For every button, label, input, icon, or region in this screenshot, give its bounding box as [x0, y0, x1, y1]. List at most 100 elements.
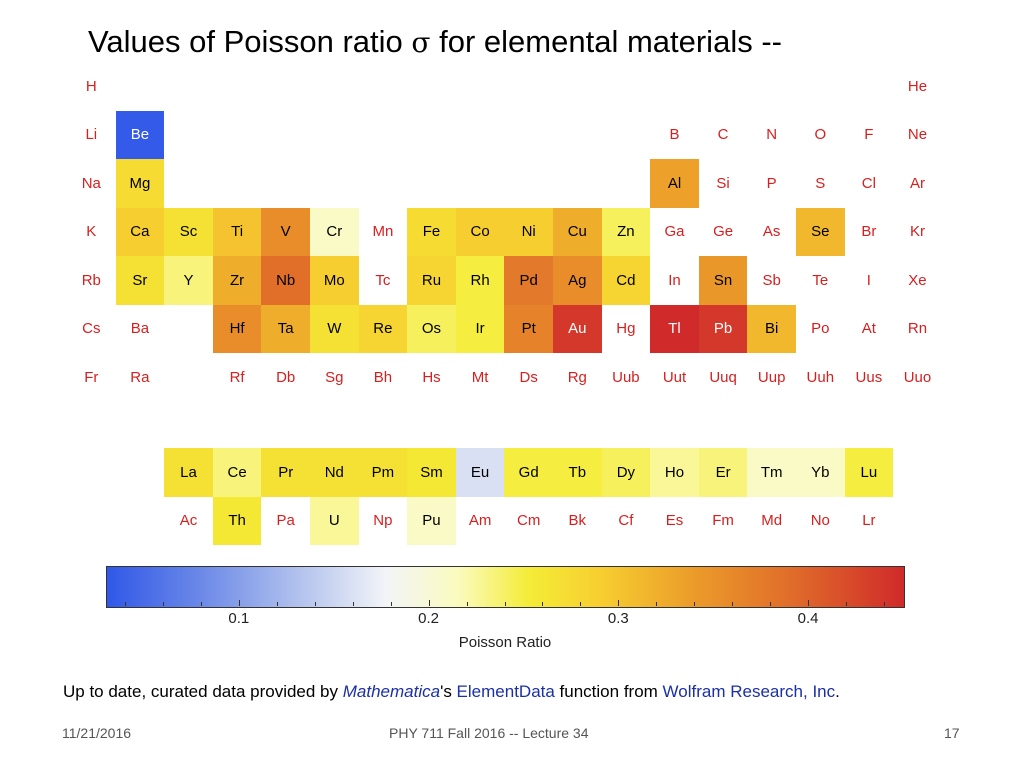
- element-cell-ra: Ra: [130, 368, 150, 386]
- colorbar-minor-tick: [200, 602, 202, 606]
- element-cell-eu: Eu: [455, 448, 505, 497]
- wolfram-link[interactable]: Wolfram Research, Inc: [662, 682, 836, 701]
- element-cell-y: Y: [164, 256, 213, 305]
- colorbar-minor-tick: [390, 602, 392, 606]
- footer-course: PHY 711 Fall 2016 -- Lecture 34: [389, 725, 589, 741]
- element-cell-ag: Ag: [553, 256, 602, 305]
- element-cell-ti: Ti: [212, 207, 262, 256]
- element-cell-bh: Bh: [373, 368, 393, 386]
- element-cell-ga: Ga: [664, 223, 685, 241]
- element-cell-uuq: Uuq: [709, 368, 737, 386]
- element-cell-cr: Cr: [310, 207, 359, 256]
- element-cell-th: Th: [212, 496, 262, 545]
- element-cell-fe: Fe: [407, 207, 456, 256]
- element-cell-hf: Hf: [212, 304, 262, 353]
- element-cell-pd: Pd: [504, 256, 553, 305]
- title-prefix: Values of Poisson ratio: [88, 24, 412, 59]
- element-cell-i: I: [866, 271, 871, 289]
- element-cell-sc: Sc: [164, 207, 213, 256]
- element-cell-sr: Sr: [115, 256, 165, 305]
- element-cell-pr: Pr: [261, 448, 310, 497]
- title-suffix: for elemental materials --: [430, 24, 782, 59]
- element-cell-hg: Hg: [616, 320, 636, 338]
- element-cell-ac: Ac: [179, 512, 198, 530]
- colorbar-minor-tick: [124, 602, 126, 606]
- element-cell-lu: Lu: [844, 448, 894, 497]
- colorbar-tick-label: 0.4: [797, 610, 819, 627]
- colorbar: [106, 566, 905, 608]
- colorbar-minor-tick: [542, 602, 544, 606]
- element-cell-c: C: [717, 126, 729, 144]
- element-cell-uuh: Uuh: [806, 368, 835, 386]
- credit-text: Up to date, curated data provided by: [63, 682, 343, 701]
- element-cell-tm: Tm: [747, 448, 796, 497]
- element-cell-zr: Zr: [212, 256, 262, 305]
- colorbar-minor-tick: [466, 602, 468, 606]
- colorbar-minor-tick: [694, 602, 696, 606]
- colorbar-minor-tick: [314, 602, 316, 606]
- credit-text: 's: [440, 682, 457, 701]
- footer-page-number: 17: [944, 725, 960, 741]
- mathematica-link[interactable]: Mathematica: [342, 682, 441, 701]
- element-cell-mo: Mo: [310, 256, 359, 305]
- element-cell-uut: Uut: [662, 368, 687, 386]
- credit-text: .: [835, 682, 840, 701]
- element-cell-ar: Ar: [909, 174, 925, 192]
- element-cell-ba: Ba: [130, 320, 150, 338]
- element-cell-ce: Ce: [212, 448, 262, 497]
- element-cell-k: K: [86, 223, 97, 241]
- element-cell-dy: Dy: [601, 448, 651, 497]
- element-cell-s: S: [815, 174, 826, 192]
- element-cell-au: Au: [553, 304, 602, 353]
- element-cell-uub: Uub: [612, 368, 640, 386]
- element-cell-rn: Rn: [907, 320, 928, 338]
- element-cell-ni: Ni: [504, 207, 553, 256]
- elementdata-link[interactable]: ElementData: [456, 682, 555, 701]
- element-cell-uup: Uup: [757, 368, 786, 386]
- element-cell-sn: Sn: [698, 256, 748, 305]
- element-cell-he: He: [907, 77, 928, 95]
- colorbar-minor-tick: [732, 602, 734, 606]
- element-cell-pb: Pb: [698, 304, 748, 353]
- element-cell-be: Be: [115, 110, 165, 159]
- element-cell-h: H: [85, 77, 97, 95]
- element-cell-os: Os: [407, 304, 456, 353]
- element-cell-fr: Fr: [84, 368, 99, 386]
- element-cell-o: O: [814, 126, 827, 144]
- element-cell-ge: Ge: [713, 223, 734, 241]
- element-cell-na: Na: [81, 174, 101, 192]
- element-cell-cf: Cf: [618, 512, 634, 530]
- colorbar-minor-tick: [846, 602, 848, 606]
- element-cell-zn: Zn: [601, 207, 651, 256]
- element-cell-si: Si: [716, 174, 730, 192]
- element-cell-co: Co: [455, 207, 505, 256]
- element-cell-hs: Hs: [422, 368, 441, 386]
- colorbar-title: Poisson Ratio: [458, 634, 552, 651]
- element-cell-li: Li: [85, 126, 98, 144]
- element-cell-er: Er: [698, 448, 748, 497]
- element-cell-am: Am: [468, 512, 492, 530]
- element-cell-cl: Cl: [861, 174, 876, 192]
- colorbar-tick: [808, 600, 810, 606]
- footer-date: 11/21/2016: [62, 725, 132, 741]
- periodic-table-heatmap: H He Li Be B C N O F Ne Na Mg Al Si P S Cl Ar K Ca Sc Ti V Cr Mn…: [67, 62, 947, 552]
- colorbar-minor-tick: [162, 602, 164, 606]
- element-cell-cm: Cm: [517, 512, 541, 530]
- element-cell-se: Se: [796, 207, 845, 256]
- element-cell-cs: Cs: [82, 320, 101, 338]
- colorbar-minor-tick: [276, 602, 278, 606]
- element-cell-nd: Nd: [310, 448, 359, 497]
- element-cell-rf: Rf: [229, 368, 245, 386]
- colorbar-minor-tick: [580, 602, 582, 606]
- element-cell-uuo: Uuo: [903, 368, 932, 386]
- element-cell-nb: Nb: [261, 256, 310, 305]
- element-cell-sg: Sg: [325, 368, 344, 386]
- element-cell-db: Db: [276, 368, 296, 386]
- element-cell-ir: Ir: [455, 304, 505, 353]
- element-cell-rh: Rh: [455, 256, 505, 305]
- element-cell-u: U: [310, 496, 359, 545]
- element-cell-v: V: [261, 207, 310, 256]
- element-cell-al: Al: [650, 159, 699, 208]
- element-cell-mn: Mn: [372, 223, 394, 241]
- element-cell-np: Np: [373, 512, 393, 530]
